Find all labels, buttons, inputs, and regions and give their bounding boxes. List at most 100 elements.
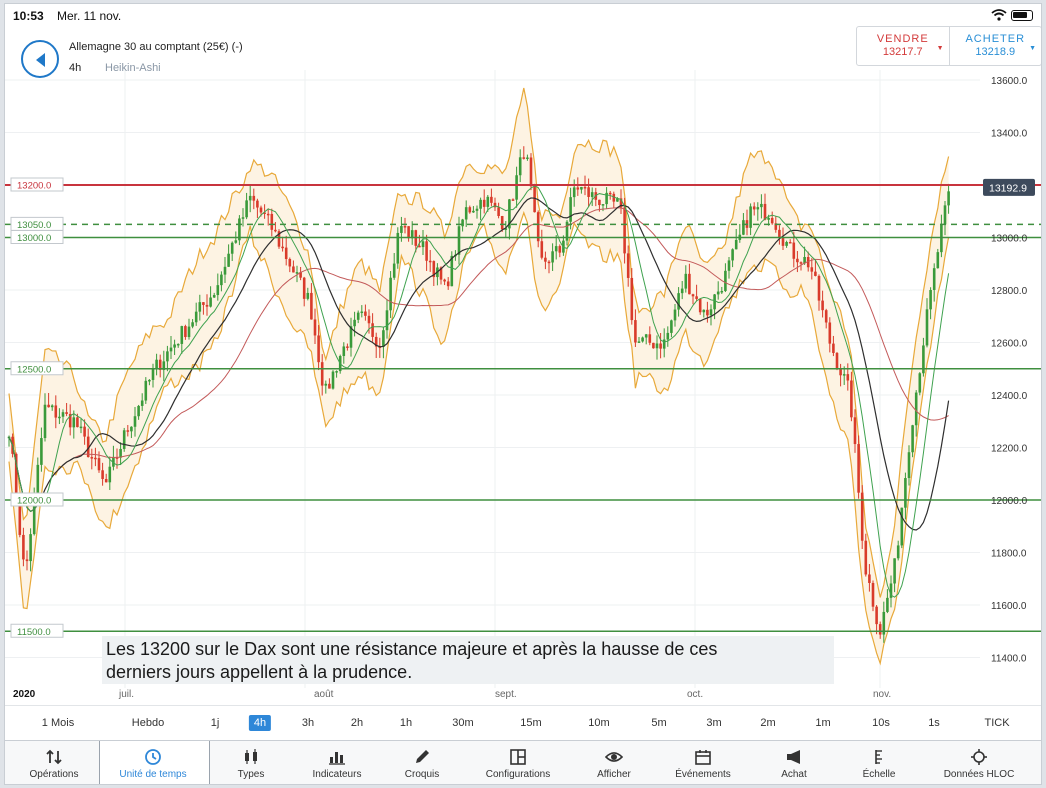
time-tab-3m[interactable]: 3m (706, 717, 722, 729)
date-axis-label: sept. (495, 689, 517, 700)
caret-down-icon: ▼ (1029, 45, 1036, 52)
price-axis-label: 13000.0 (991, 234, 1028, 245)
time-tab-tick[interactable]: TICK (984, 717, 1010, 729)
back-button[interactable] (21, 40, 59, 78)
price-chart[interactable]: 13200.0 13050.0 13000.0 12500.0 12000.0 11500… (5, 4, 1042, 704)
time-tab-1m[interactable]: 1m (815, 717, 831, 729)
candle-body (932, 268, 936, 290)
time-tab-30m[interactable]: 30m (452, 717, 474, 729)
toolbar-transfer-arrows-button[interactable]: Opérations (5, 741, 104, 784)
time-tab-1j[interactable]: 1j (210, 717, 220, 729)
candle-body (220, 274, 223, 286)
toolbar-pencil-button[interactable]: Croquis (372, 741, 472, 784)
current-price-label: 13192.9 (989, 182, 1027, 194)
candle-body (472, 210, 475, 213)
candle-body (234, 240, 238, 243)
candle-body (274, 229, 277, 232)
candle-body (230, 242, 234, 254)
time-tab-4h[interactable]: 4h (248, 715, 272, 731)
clock-icon (145, 749, 161, 765)
candle-body (659, 343, 662, 349)
candle-body (684, 273, 688, 289)
candle-body (727, 260, 731, 271)
time-tab-1-mois[interactable]: 1 Mois (41, 717, 75, 729)
candle-body (61, 412, 65, 417)
candle-body (76, 417, 79, 428)
time-tab-15m[interactable]: 15m (520, 717, 542, 729)
price-axis-label: 12600.0 (991, 339, 1028, 350)
candle-body (18, 499, 22, 535)
candle-body (756, 207, 760, 210)
candle-body (310, 292, 313, 320)
sell-button[interactable]: VENDRE 13217.7 ▼ (857, 27, 949, 65)
candle-body (263, 212, 266, 214)
eye-icon (605, 752, 623, 762)
candle-body (544, 257, 547, 262)
candle-body (151, 368, 155, 380)
candle-body (601, 204, 605, 206)
time-tab-5m[interactable]: 5m (651, 717, 667, 729)
candle-body (367, 315, 371, 324)
candle-body (713, 294, 716, 310)
level-label-box (10, 361, 64, 376)
candle-body (490, 196, 493, 203)
candle-body (612, 193, 616, 202)
time-tab-2h[interactable]: 2h (350, 717, 364, 729)
candle-body (662, 339, 666, 349)
candle-body (418, 245, 421, 248)
candle-body (914, 392, 918, 426)
candle-body (875, 606, 878, 625)
toolbar-candle-type-button[interactable]: Types (201, 741, 301, 784)
candle-body (140, 400, 144, 406)
toolbar-layout-button[interactable]: Configurations (468, 741, 568, 784)
time-tab-3h[interactable]: 3h (301, 717, 315, 729)
time-tab-1h[interactable]: 1h (399, 717, 413, 729)
toolbar-crosshair-button[interactable]: Données HLOC (929, 741, 1029, 784)
candle-body (349, 326, 353, 348)
candle-body (58, 416, 61, 419)
candle-body (907, 452, 911, 479)
candle-body (115, 457, 119, 459)
candle-body (475, 208, 479, 211)
toolbar-megaphone-button[interactable]: Achat (744, 741, 844, 784)
candle-body (504, 228, 508, 230)
candle-body (788, 242, 792, 244)
candle-body (540, 241, 544, 258)
time-tab-10s[interactable]: 10s (872, 717, 890, 729)
toolbar-label: Types (237, 769, 265, 780)
candle-body (317, 335, 320, 363)
transfer-arrows-icon (46, 749, 62, 765)
time-tab-hebdo[interactable]: Hebdo (131, 717, 165, 729)
candle-body (173, 344, 176, 348)
toolbar-calendar-button[interactable]: Événements (653, 741, 753, 784)
time-tab-1s[interactable]: 1s (928, 717, 940, 729)
candle-body (925, 309, 929, 346)
toolbar-eye-button[interactable]: Afficher (564, 741, 664, 784)
toolbar-scale-button[interactable]: Échelle (829, 741, 929, 784)
candle-body (191, 322, 194, 327)
candle-body (511, 199, 515, 201)
toolbar-clock-button[interactable]: Unité de temps (103, 741, 203, 784)
candle-body (50, 405, 54, 408)
app-screen: 10:53 Mer. 11 nov. Allemagne 30 au compt… (4, 3, 1042, 785)
candle-body (238, 218, 241, 241)
candle-body (29, 534, 32, 562)
candle-body (688, 273, 691, 295)
candle-body (533, 186, 536, 213)
time-tab-2m[interactable]: 2m (760, 717, 776, 729)
time-tab-10m[interactable]: 10m (588, 717, 610, 729)
price-axis-label: 11600.0 (991, 601, 1027, 612)
candle-body (371, 323, 374, 337)
toolbar-label: Événements (675, 769, 731, 780)
candle-body (256, 200, 259, 208)
toolbar-label: Achat (781, 769, 807, 780)
candle-body (698, 298, 702, 313)
candle-body (803, 256, 806, 264)
moving-average-fast (8, 197, 950, 531)
toolbar-bars-button[interactable]: Indicateurs (287, 741, 387, 784)
buy-button[interactable]: ACHETER 13218.9 ▼ (948, 27, 1042, 65)
candle-body (259, 207, 263, 213)
candle-body (590, 192, 594, 197)
instrument-title: Allemagne 30 au comptant (25€) (-) (69, 41, 243, 53)
buy-label: ACHETER (965, 33, 1026, 45)
